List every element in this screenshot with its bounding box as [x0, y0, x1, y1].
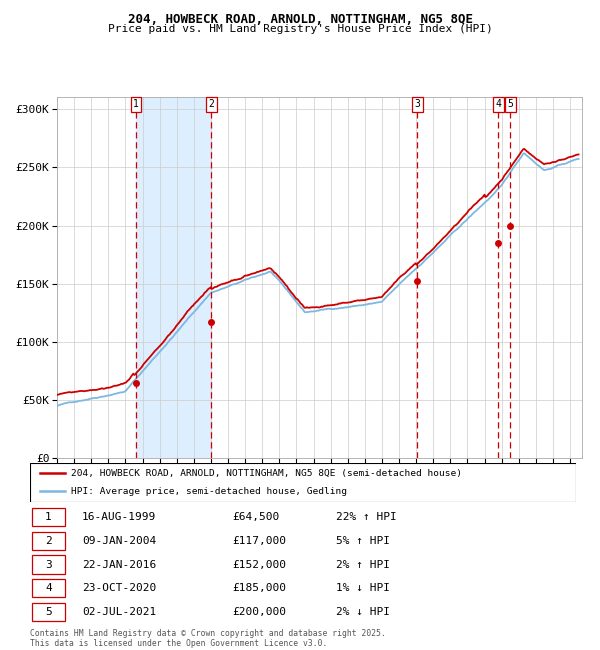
FancyBboxPatch shape: [32, 508, 65, 526]
Text: Contains HM Land Registry data © Crown copyright and database right 2025.
This d: Contains HM Land Registry data © Crown c…: [30, 629, 386, 648]
FancyBboxPatch shape: [32, 532, 65, 550]
Text: £117,000: £117,000: [232, 536, 286, 546]
Text: HPI: Average price, semi-detached house, Gedling: HPI: Average price, semi-detached house,…: [71, 487, 347, 496]
Text: 23-OCT-2020: 23-OCT-2020: [82, 583, 156, 593]
FancyBboxPatch shape: [32, 579, 65, 597]
Text: 2: 2: [208, 99, 214, 109]
Text: 22% ↑ HPI: 22% ↑ HPI: [336, 512, 397, 522]
Text: 1% ↓ HPI: 1% ↓ HPI: [336, 583, 390, 593]
Text: £200,000: £200,000: [232, 607, 286, 617]
Text: 204, HOWBECK ROAD, ARNOLD, NOTTINGHAM, NG5 8QE (semi-detached house): 204, HOWBECK ROAD, ARNOLD, NOTTINGHAM, N…: [71, 469, 462, 478]
Bar: [136, 98, 211, 458]
FancyBboxPatch shape: [32, 555, 65, 574]
Text: 5: 5: [507, 99, 513, 109]
Text: 4: 4: [45, 583, 52, 593]
Text: 2% ↓ HPI: 2% ↓ HPI: [336, 607, 390, 617]
Text: 204, HOWBECK ROAD, ARNOLD, NOTTINGHAM, NG5 8QE: 204, HOWBECK ROAD, ARNOLD, NOTTINGHAM, N…: [128, 13, 473, 26]
Text: 02-JUL-2021: 02-JUL-2021: [82, 607, 156, 617]
Text: 1: 1: [133, 99, 139, 109]
Text: 1: 1: [45, 512, 52, 522]
Text: Price paid vs. HM Land Registry's House Price Index (HPI): Price paid vs. HM Land Registry's House …: [107, 24, 493, 34]
Text: 2: 2: [45, 536, 52, 546]
Text: £64,500: £64,500: [232, 512, 279, 522]
FancyBboxPatch shape: [32, 603, 65, 621]
Text: 16-AUG-1999: 16-AUG-1999: [82, 512, 156, 522]
Text: £152,000: £152,000: [232, 560, 286, 569]
Text: 22-JAN-2016: 22-JAN-2016: [82, 560, 156, 569]
Text: 4: 4: [496, 99, 502, 109]
Text: £185,000: £185,000: [232, 583, 286, 593]
Text: 09-JAN-2004: 09-JAN-2004: [82, 536, 156, 546]
Text: 3: 3: [45, 560, 52, 569]
Text: 3: 3: [414, 99, 420, 109]
Text: 5% ↑ HPI: 5% ↑ HPI: [336, 536, 390, 546]
Text: 2% ↑ HPI: 2% ↑ HPI: [336, 560, 390, 569]
Text: 5: 5: [45, 607, 52, 617]
